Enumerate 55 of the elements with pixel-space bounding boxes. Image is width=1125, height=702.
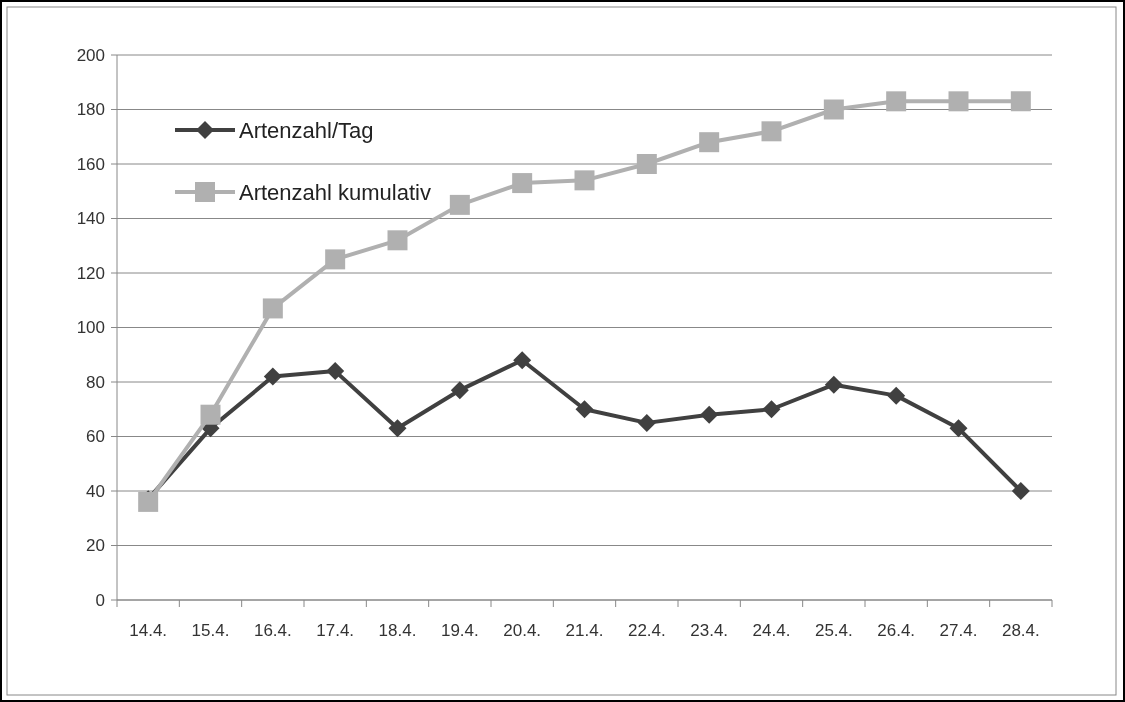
point <box>636 154 657 174</box>
point <box>637 413 656 432</box>
point <box>699 132 720 153</box>
point <box>325 249 346 270</box>
x-tick-label: 24.4. <box>752 621 791 640</box>
point <box>512 173 533 194</box>
y-tick-label: 200 <box>76 45 105 65</box>
point <box>762 400 781 419</box>
point <box>387 230 408 251</box>
point <box>824 375 843 394</box>
point <box>513 351 532 370</box>
legend-label: Artenzahl/Tag <box>239 117 374 143</box>
x-tick-label: 27.4. <box>939 621 978 640</box>
x-tick-label: 21.4. <box>565 621 604 640</box>
point <box>948 91 969 112</box>
legend-label: Artenzahl kumulativ <box>239 179 431 205</box>
x-tick-label: 19.4. <box>440 621 479 640</box>
y-tick-label: 140 <box>76 209 105 229</box>
x-tick-label: 28.4. <box>1001 621 1040 640</box>
point <box>575 400 594 419</box>
point <box>262 298 283 319</box>
y-tick-label: 20 <box>86 536 105 556</box>
point <box>263 367 282 386</box>
point <box>200 404 221 425</box>
y-tick-label: 100 <box>76 318 105 338</box>
x-tick-label: 20.4. <box>503 621 542 640</box>
point <box>700 405 719 424</box>
x-tick-label: 17.4. <box>316 621 355 640</box>
point <box>326 362 345 381</box>
y-tick-label: 40 <box>86 481 105 501</box>
point <box>1011 482 1030 500</box>
point <box>449 194 470 215</box>
y-tick-label: 60 <box>86 427 105 447</box>
x-tick-label: 14.4. <box>129 621 168 640</box>
point <box>886 91 907 112</box>
x-tick-label: 23.4. <box>690 621 729 640</box>
point <box>574 170 595 191</box>
point <box>1010 91 1031 112</box>
point <box>949 419 968 438</box>
y-tick-label: 80 <box>86 372 105 392</box>
x-tick-label: 18.4. <box>378 621 417 640</box>
point <box>887 386 906 405</box>
point <box>761 121 782 142</box>
x-tick-label: 25.4. <box>814 621 853 640</box>
point <box>450 381 469 400</box>
y-tick-label: 0 <box>95 590 105 610</box>
x-tick-label: 22.4. <box>627 621 666 640</box>
point <box>388 419 407 438</box>
point <box>823 99 844 120</box>
y-tick-label: 120 <box>76 263 105 283</box>
y-tick-label: 180 <box>76 100 105 120</box>
x-tick-label: 26.4. <box>877 621 916 640</box>
x-tick-label: 15.4. <box>191 621 230 640</box>
x-tick-label: 16.4. <box>253 621 292 640</box>
y-tick-label: 160 <box>76 154 105 174</box>
